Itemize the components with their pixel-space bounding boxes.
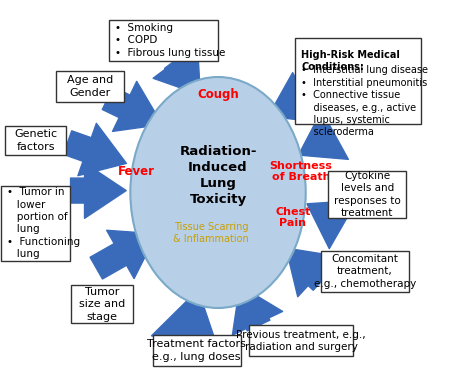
Text: Radiation-
Induced
Lung
Toxicity: Radiation- Induced Lung Toxicity — [179, 145, 257, 206]
FancyBboxPatch shape — [321, 251, 409, 292]
FancyBboxPatch shape — [109, 20, 218, 60]
FancyBboxPatch shape — [5, 126, 66, 155]
Text: Concomitant
treatment,
e.g., chemotherapy: Concomitant treatment, e.g., chemotherap… — [314, 254, 416, 289]
Text: Fever: Fever — [118, 165, 155, 178]
Text: Cytokine
levels and
responses to
treatment: Cytokine levels and responses to treatme… — [334, 171, 401, 218]
Text: •  Interstitial lung disease
•  Interstitial pneumonitis
•  Connective tissue
  : • Interstitial lung disease • Interstiti… — [301, 65, 428, 137]
Text: Tumor
size and
stage: Tumor size and stage — [79, 287, 125, 321]
FancyBboxPatch shape — [1, 186, 70, 261]
FancyBboxPatch shape — [56, 71, 124, 102]
Text: Previous treatment, e.g.,
radiation and surgery: Previous treatment, e.g., radiation and … — [236, 330, 366, 352]
Text: Cough: Cough — [197, 88, 239, 101]
FancyBboxPatch shape — [71, 285, 133, 323]
Text: Chest
Pain: Chest Pain — [275, 207, 310, 228]
Text: Treatment factors
e.g., lung doses: Treatment factors e.g., lung doses — [147, 339, 246, 362]
FancyBboxPatch shape — [328, 171, 407, 218]
Text: Genetic
factors: Genetic factors — [14, 129, 57, 152]
Text: Tissue Scarring
& Inflammation: Tissue Scarring & Inflammation — [173, 222, 249, 244]
Text: Shortness
of Breath: Shortness of Breath — [270, 161, 332, 182]
Text: High-Risk Medical
Conditions:: High-Risk Medical Conditions: — [301, 50, 400, 72]
Text: •  Smoking
•  COPD
•  Fibrous lung tissue: • Smoking • COPD • Fibrous lung tissue — [115, 23, 226, 58]
FancyBboxPatch shape — [249, 325, 353, 356]
FancyBboxPatch shape — [153, 335, 241, 366]
FancyBboxPatch shape — [295, 38, 420, 124]
Text: •  Tumor in
   lower
   portion of
   lung
•  Functioning
   lung: • Tumor in lower portion of lung • Funct… — [7, 187, 81, 259]
Text: Age and
Gender: Age and Gender — [67, 75, 113, 98]
Ellipse shape — [130, 77, 306, 308]
